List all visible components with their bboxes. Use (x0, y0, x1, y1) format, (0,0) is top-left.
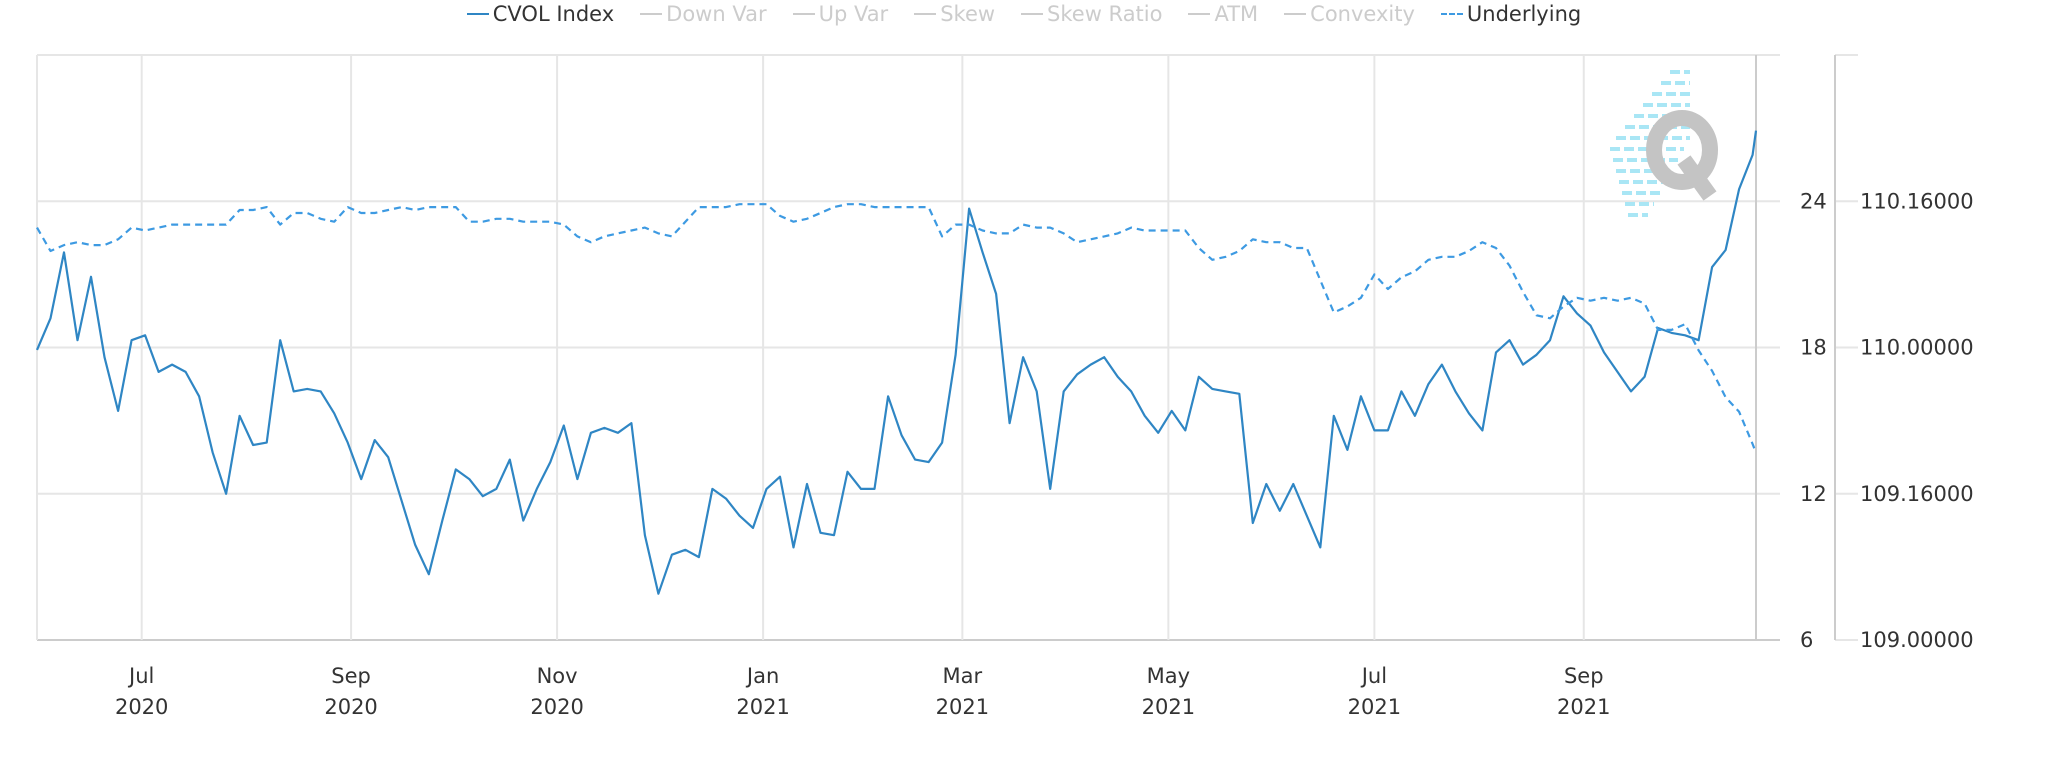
x-axis-year-label: 2020 (530, 695, 583, 719)
secondary-y-axis-tick-label: 109.00000 (1860, 628, 1974, 652)
legend-item-skew-ratio[interactable]: Skew Ratio (1021, 2, 1162, 26)
secondary-y-axis-tick-label: 110.16000 (1860, 189, 1974, 213)
x-axis-year-label: 2021 (736, 695, 789, 719)
legend-swatch (792, 13, 815, 15)
logo-q-tail (1677, 155, 1717, 201)
legend-label: Skew Ratio (1047, 2, 1163, 26)
legend-swatch (466, 13, 489, 15)
x-axis-year-label: 2020 (115, 695, 168, 719)
legend-item-underlying[interactable]: Underlying (1440, 2, 1582, 26)
legend-label: Down Var (666, 2, 767, 26)
x-axis-month-label: Jan (745, 664, 779, 688)
legend-item-up-var[interactable]: Up Var (792, 2, 889, 26)
legend-swatch (1440, 13, 1463, 15)
x-axis-month-label: May (1147, 664, 1190, 688)
logo-q-ring (1646, 110, 1718, 190)
x-axis-year-label: 2021 (936, 695, 989, 719)
x-axis-year-label: 2020 (324, 695, 377, 719)
legend-label: Underlying (1466, 2, 1582, 26)
legend-item-atm[interactable]: ATM (1188, 2, 1258, 26)
secondary-y-axis-tick-label: 109.16000 (1860, 482, 1974, 506)
x-axis-month-label: Sep (1564, 664, 1604, 688)
secondary-y-axis-tick-label: 110.00000 (1860, 336, 1974, 360)
legend-swatch (640, 13, 663, 15)
x-axis-month-label: Jul (1360, 664, 1387, 688)
legend-swatch (1021, 13, 1044, 15)
legend-item-down-var[interactable]: Down Var (640, 2, 767, 26)
y-axis-tick-label: 6 (1800, 628, 1813, 652)
legend-label: Convexity (1310, 2, 1415, 26)
legend-item-skew[interactable]: Skew (914, 2, 995, 26)
x-axis-month-label: Sep (331, 664, 371, 688)
y-axis-tick-label: 24 (1800, 189, 1827, 213)
legend-label: ATM (1214, 2, 1259, 26)
legend-swatch (914, 13, 937, 15)
x-axis-month-label: Mar (943, 664, 983, 688)
legend-swatch (1284, 13, 1307, 15)
x-axis-year-label: 2021 (1557, 695, 1610, 719)
legend-label: Up Var (818, 2, 889, 26)
y-axis-tick-label: 18 (1800, 336, 1827, 360)
legend-swatch (1188, 13, 1211, 15)
series-line-underlying (36, 203, 1758, 454)
legend-item-cvol-index[interactable]: CVOL Index (466, 2, 615, 26)
y-axis-tick-label: 12 (1800, 482, 1827, 506)
x-axis-year-label: 2021 (1142, 695, 1195, 719)
legend-label: Skew (940, 2, 996, 26)
x-axis-month-label: Nov (537, 664, 578, 688)
x-axis-year-label: 2021 (1348, 695, 1401, 719)
chart-legend: CVOL Index Down Var Up Var Skew Skew Ratio AT… (0, 2, 2048, 26)
series-line-cvol-index (35, 130, 1758, 595)
legend-item-convexity[interactable]: Convexity (1284, 2, 1415, 26)
legend-label: CVOL Index (492, 2, 615, 26)
q-logo-watermark (1610, 70, 1718, 217)
x-axis-month-label: Jul (127, 664, 154, 688)
